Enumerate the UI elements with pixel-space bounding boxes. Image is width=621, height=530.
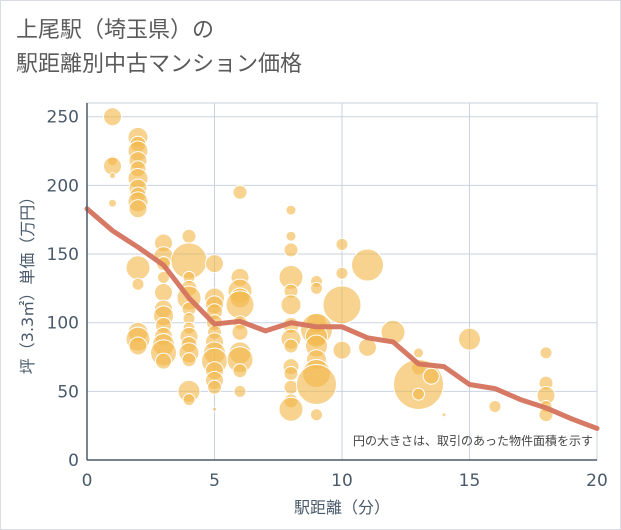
bubble-point-57	[207, 379, 222, 395]
bubble-point-24	[154, 282, 173, 302]
bubble-point-31	[155, 352, 172, 370]
bubble-point-65	[231, 323, 249, 341]
bubble-point-75	[280, 294, 302, 316]
bubble-point-32	[181, 228, 197, 244]
bubble-point-104	[412, 387, 425, 401]
bubble-point-93	[310, 408, 323, 422]
bubble-point-108	[488, 399, 502, 413]
y-tick-label-0: 0	[68, 451, 79, 471]
bubble-point-43	[181, 352, 197, 368]
y-tick-label-3: 150	[47, 245, 79, 265]
bubble-point-0	[103, 107, 122, 127]
bubble-point-59	[232, 184, 248, 200]
bubble-point-63	[225, 290, 255, 320]
y-axis-label: 坪（3.3㎡）単価（万円）	[18, 189, 37, 374]
bubble-point-3	[109, 172, 116, 180]
bubble-point-94	[335, 237, 349, 251]
bubble-point-14	[128, 199, 148, 219]
trend-line	[84, 206, 600, 431]
bubble-point-106	[441, 412, 447, 418]
y-tick-label-2: 100	[47, 314, 79, 334]
chart-title: 上尾駅（埼玉県）の 駅距離別中古マンション価格	[16, 14, 302, 82]
y-tick-label-5: 250	[47, 108, 79, 128]
bubble-point-96	[322, 285, 362, 325]
bubble-point-19	[128, 336, 148, 356]
bubble-point-71	[285, 230, 297, 242]
chart-title-line2: 駅距離別中古マンション価格	[16, 52, 303, 77]
bubble-point-80	[283, 365, 299, 381]
bubble-point-15	[125, 255, 151, 281]
bubble-point-92	[296, 363, 337, 405]
bubble-point-70	[285, 204, 297, 216]
bubble-series	[103, 107, 556, 423]
bubble-point-81	[283, 379, 299, 395]
bubble-point-69	[233, 384, 247, 398]
bubble-point-105	[422, 367, 440, 385]
x-tick-label-4: 20	[586, 471, 608, 491]
bubble-point-97	[332, 340, 352, 360]
bubble-point-78	[283, 338, 299, 354]
bubble-point-83	[278, 396, 304, 422]
bubble-point-95	[335, 266, 349, 280]
bubble-point-98	[351, 248, 384, 282]
bubble-point-109	[539, 346, 553, 360]
bubble-point-85	[310, 281, 323, 295]
bubble-point-107	[458, 327, 481, 351]
y-tick-label-1: 50	[57, 382, 79, 402]
size-annotation: 円の大きさは、取引のあった物件面積を示す	[353, 433, 593, 448]
bubble-point-4	[108, 198, 117, 208]
bubble-point-45	[182, 393, 196, 407]
x-tick-label-3: 15	[459, 471, 481, 491]
x-tick-label-1: 5	[209, 471, 220, 491]
bubble-point-101	[413, 347, 424, 359]
bubble-point-16	[131, 277, 145, 291]
x-tick-label-0: 0	[82, 471, 93, 491]
bubble-point-68	[232, 363, 248, 379]
bubble-point-46	[205, 254, 224, 274]
chart-title-line1: 上尾駅（埼玉県）の	[16, 18, 215, 43]
bubble-point-72	[283, 242, 299, 258]
y-tick-label-4: 200	[47, 176, 79, 196]
bubble-point-58	[212, 406, 217, 412]
x-tick-label-2: 10	[331, 471, 353, 491]
x-axis-label: 駅距離（分）	[294, 498, 390, 517]
